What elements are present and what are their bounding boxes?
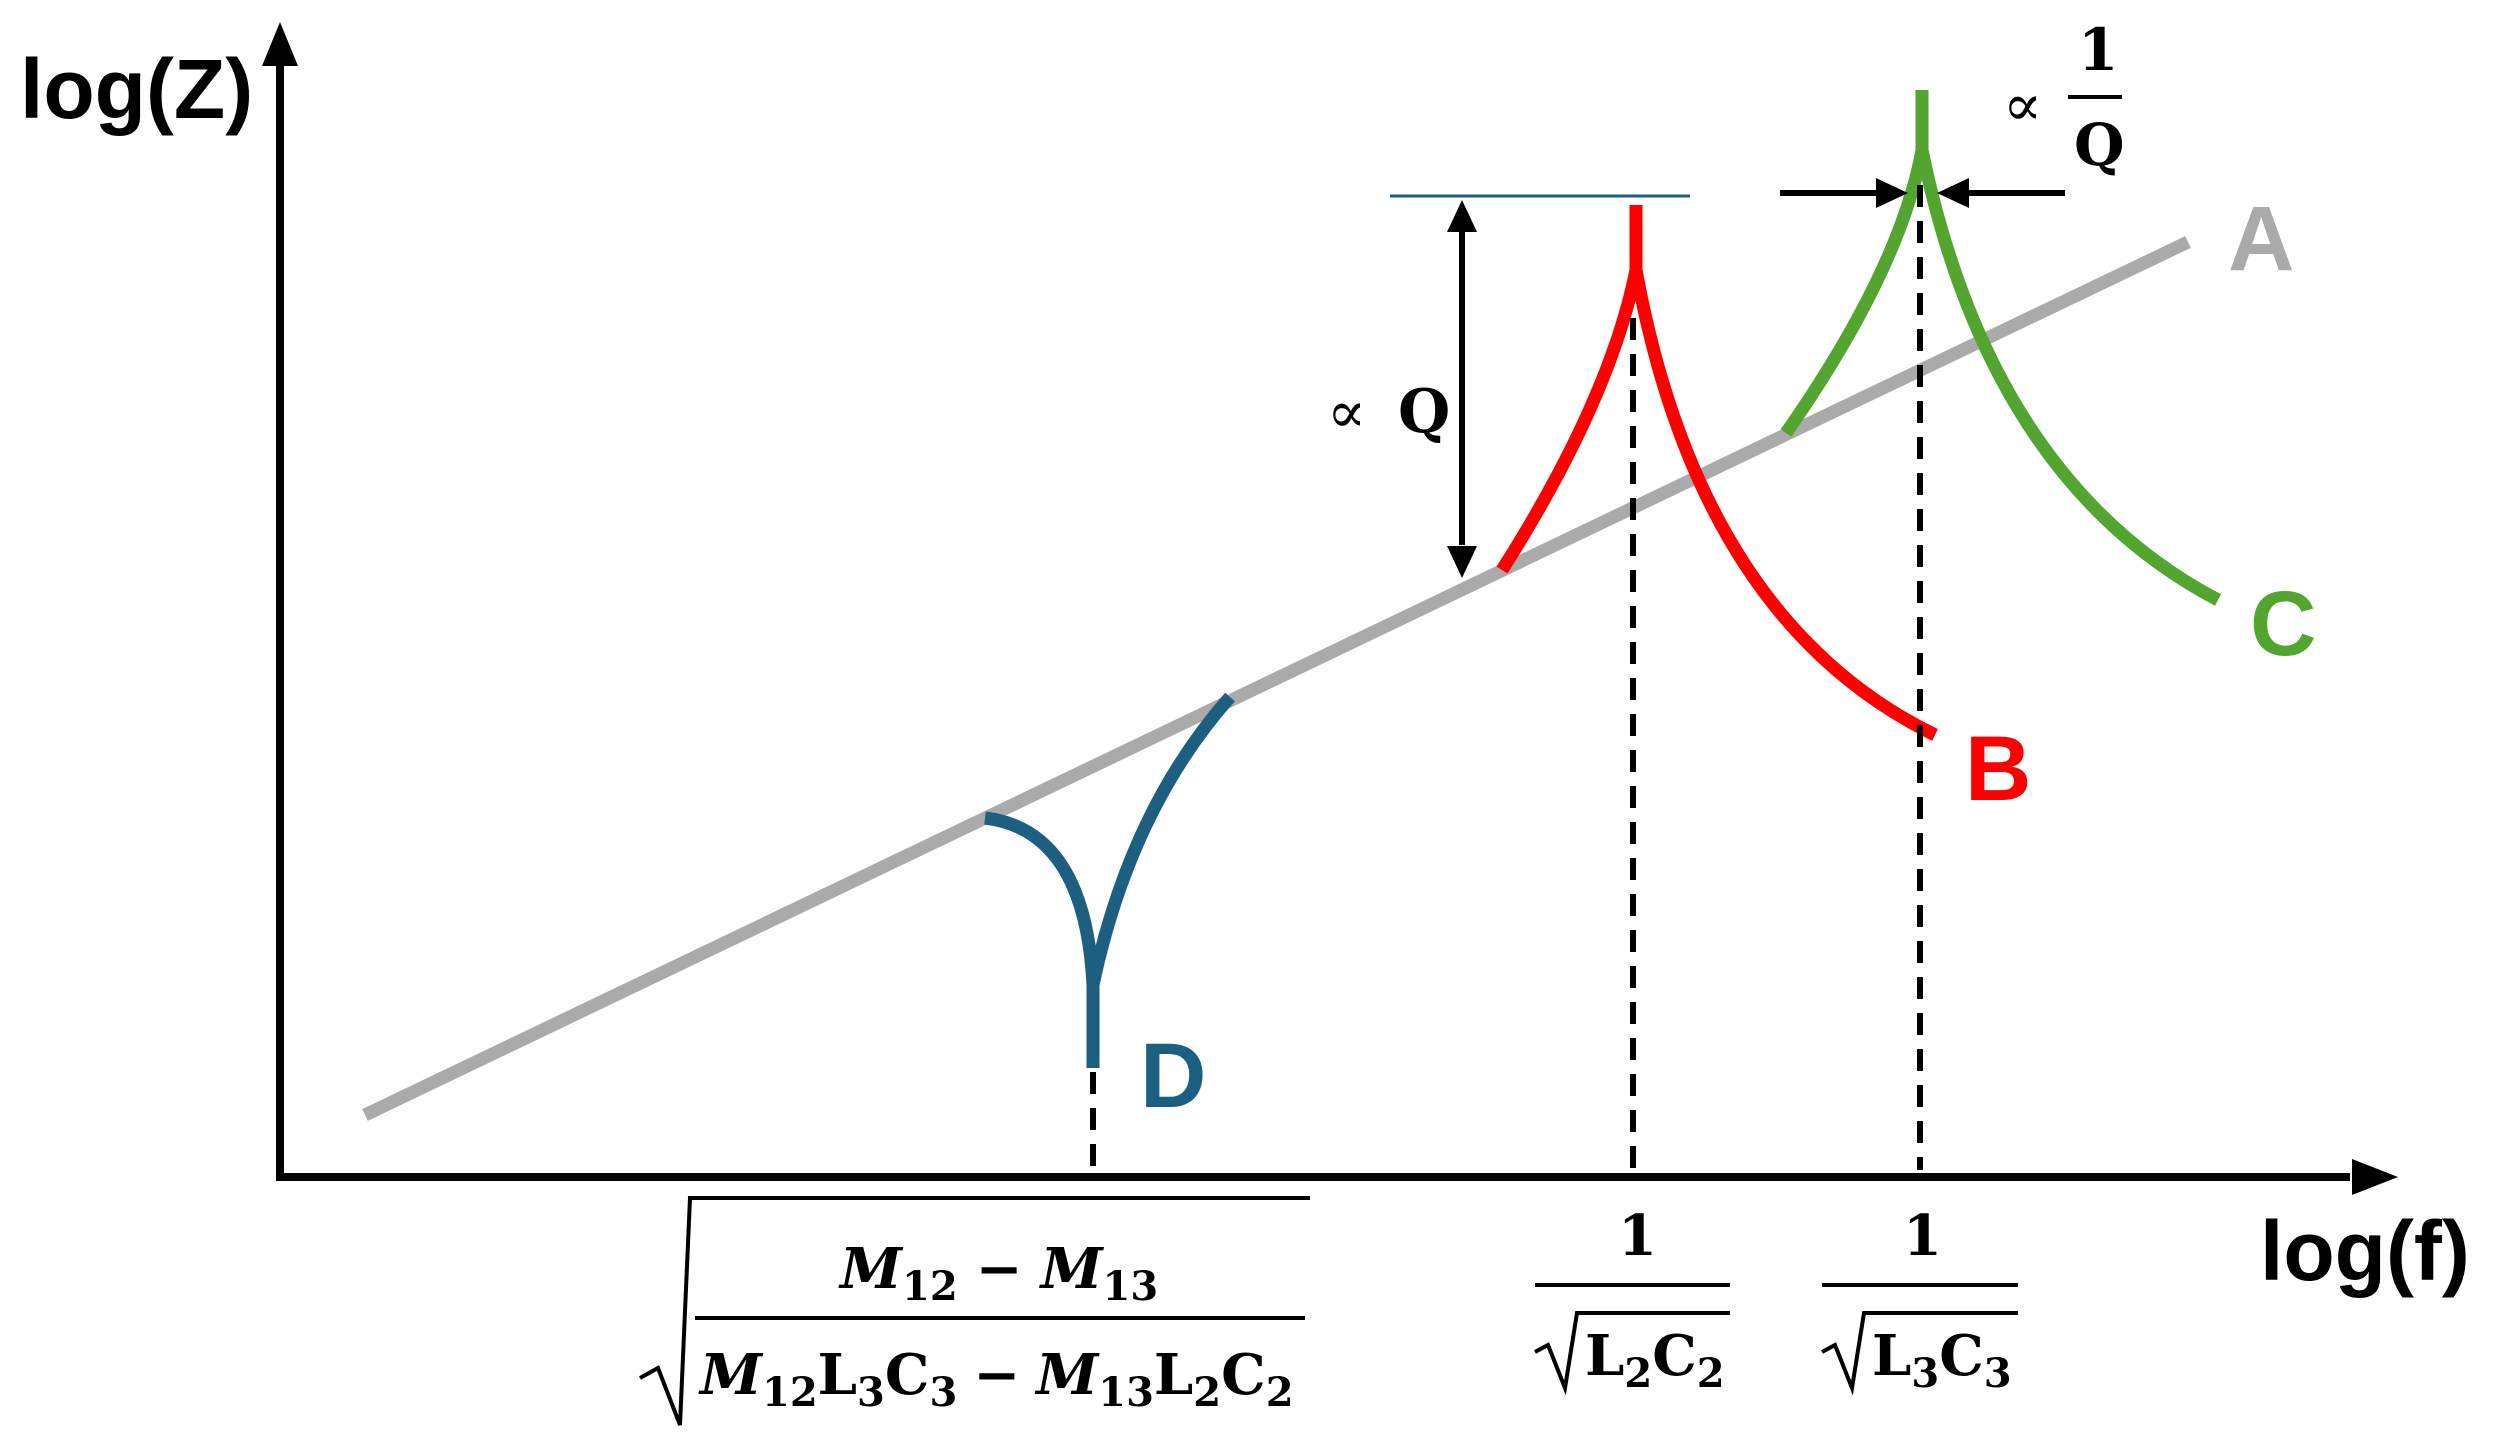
c-formula-c-sub: 3 [1984,1350,2012,1397]
b-formula-l-sub: 2 [1624,1350,1652,1397]
d-den-minus: − [973,1342,1020,1408]
d-den-m13: M [1034,1342,1100,1408]
q-height-arrowhead-top [1447,200,1477,232]
curve-c-line [1780,90,2222,606]
y-axis-arrowhead [262,22,298,66]
d-den-c3: C [885,1342,930,1408]
curve-b-line [1496,205,1938,741]
b-formula-c: C [1652,1323,1697,1389]
d-frequency-formula: M12− M13 M12L3C3− M13L2C2 [639,1196,1310,1426]
d-num-m13: M [1039,1236,1105,1302]
curve-a-label: A [2228,188,2294,290]
curve-d-line [984,692,1235,1068]
c-formula-numerator: 1 [1903,1203,1942,1269]
b-formula-numerator: 1 [1618,1203,1657,1269]
c-formula-c: C [1939,1323,1984,1389]
c-formula-l: L [1872,1323,1911,1389]
q-width-proportional-symbol: ∝ [2003,71,2042,139]
curve-c-label: C [2250,573,2316,675]
d-den-m12-sub: 12 [762,1369,818,1416]
d-den-m13-sub: 13 [1098,1369,1154,1416]
d-den-l3: L [818,1342,857,1408]
q-height-arrowhead-bottom [1447,546,1477,578]
d-num-m12-sub: 12 [902,1263,958,1310]
d-num-m12: M [838,1236,904,1302]
d-den-c2-sub: 2 [1266,1369,1294,1416]
q-width-denominator: Q [2074,111,2125,179]
c-formula-radical [1821,1311,2018,1396]
c-frequency-formula: 1 L3C3 [1821,1203,2018,1397]
d-den-c3-sub: 3 [929,1369,957,1416]
d-den-l2: L [1154,1342,1193,1408]
svg-text:M12−M13: M12− M13 [838,1236,1158,1310]
q-width-numerator: 1 [2078,16,2118,84]
d-den-m12: M [698,1342,764,1408]
d-num-m13-sub: 13 [1103,1263,1159,1310]
b-formula-c-sub: 2 [1697,1350,1725,1397]
curve-b-label: B [1965,718,2031,820]
b-frequency-formula: 1 L2C2 [1534,1203,1730,1397]
c-formula-l-sub: 3 [1911,1350,1939,1397]
b-formula-l: L [1585,1323,1624,1389]
q-width-arrowhead-right [1937,178,1969,208]
x-axis-arrowhead [2352,1159,2398,1195]
d-num-minus: − [976,1236,1023,1302]
svg-text:L3C3: L3C3 [1872,1323,2012,1397]
svg-text:M12L3C3−M13L2C2: M12L3C3− M13L2C2 [698,1342,1294,1416]
x-axis-label: log(f) [2260,1204,2470,1298]
curve-d-label: D [1140,1025,1206,1127]
q-height-proportional-symbol: ∝ [1327,378,1366,446]
q-height-label: Q [1398,377,1450,447]
d-den-l2-sub: 2 [1193,1369,1221,1416]
curve-a-line [362,236,2191,1121]
b-formula-radical [1534,1311,1730,1396]
q-width-arrowhead-left [1876,178,1908,208]
svg-text:L2C2: L2C2 [1585,1323,1725,1397]
d-den-l3-sub: 3 [857,1369,885,1416]
y-axis-label: log(Z) [20,42,253,136]
d-formula-radical [639,1196,1310,1426]
d-den-c2: C [1221,1342,1266,1408]
